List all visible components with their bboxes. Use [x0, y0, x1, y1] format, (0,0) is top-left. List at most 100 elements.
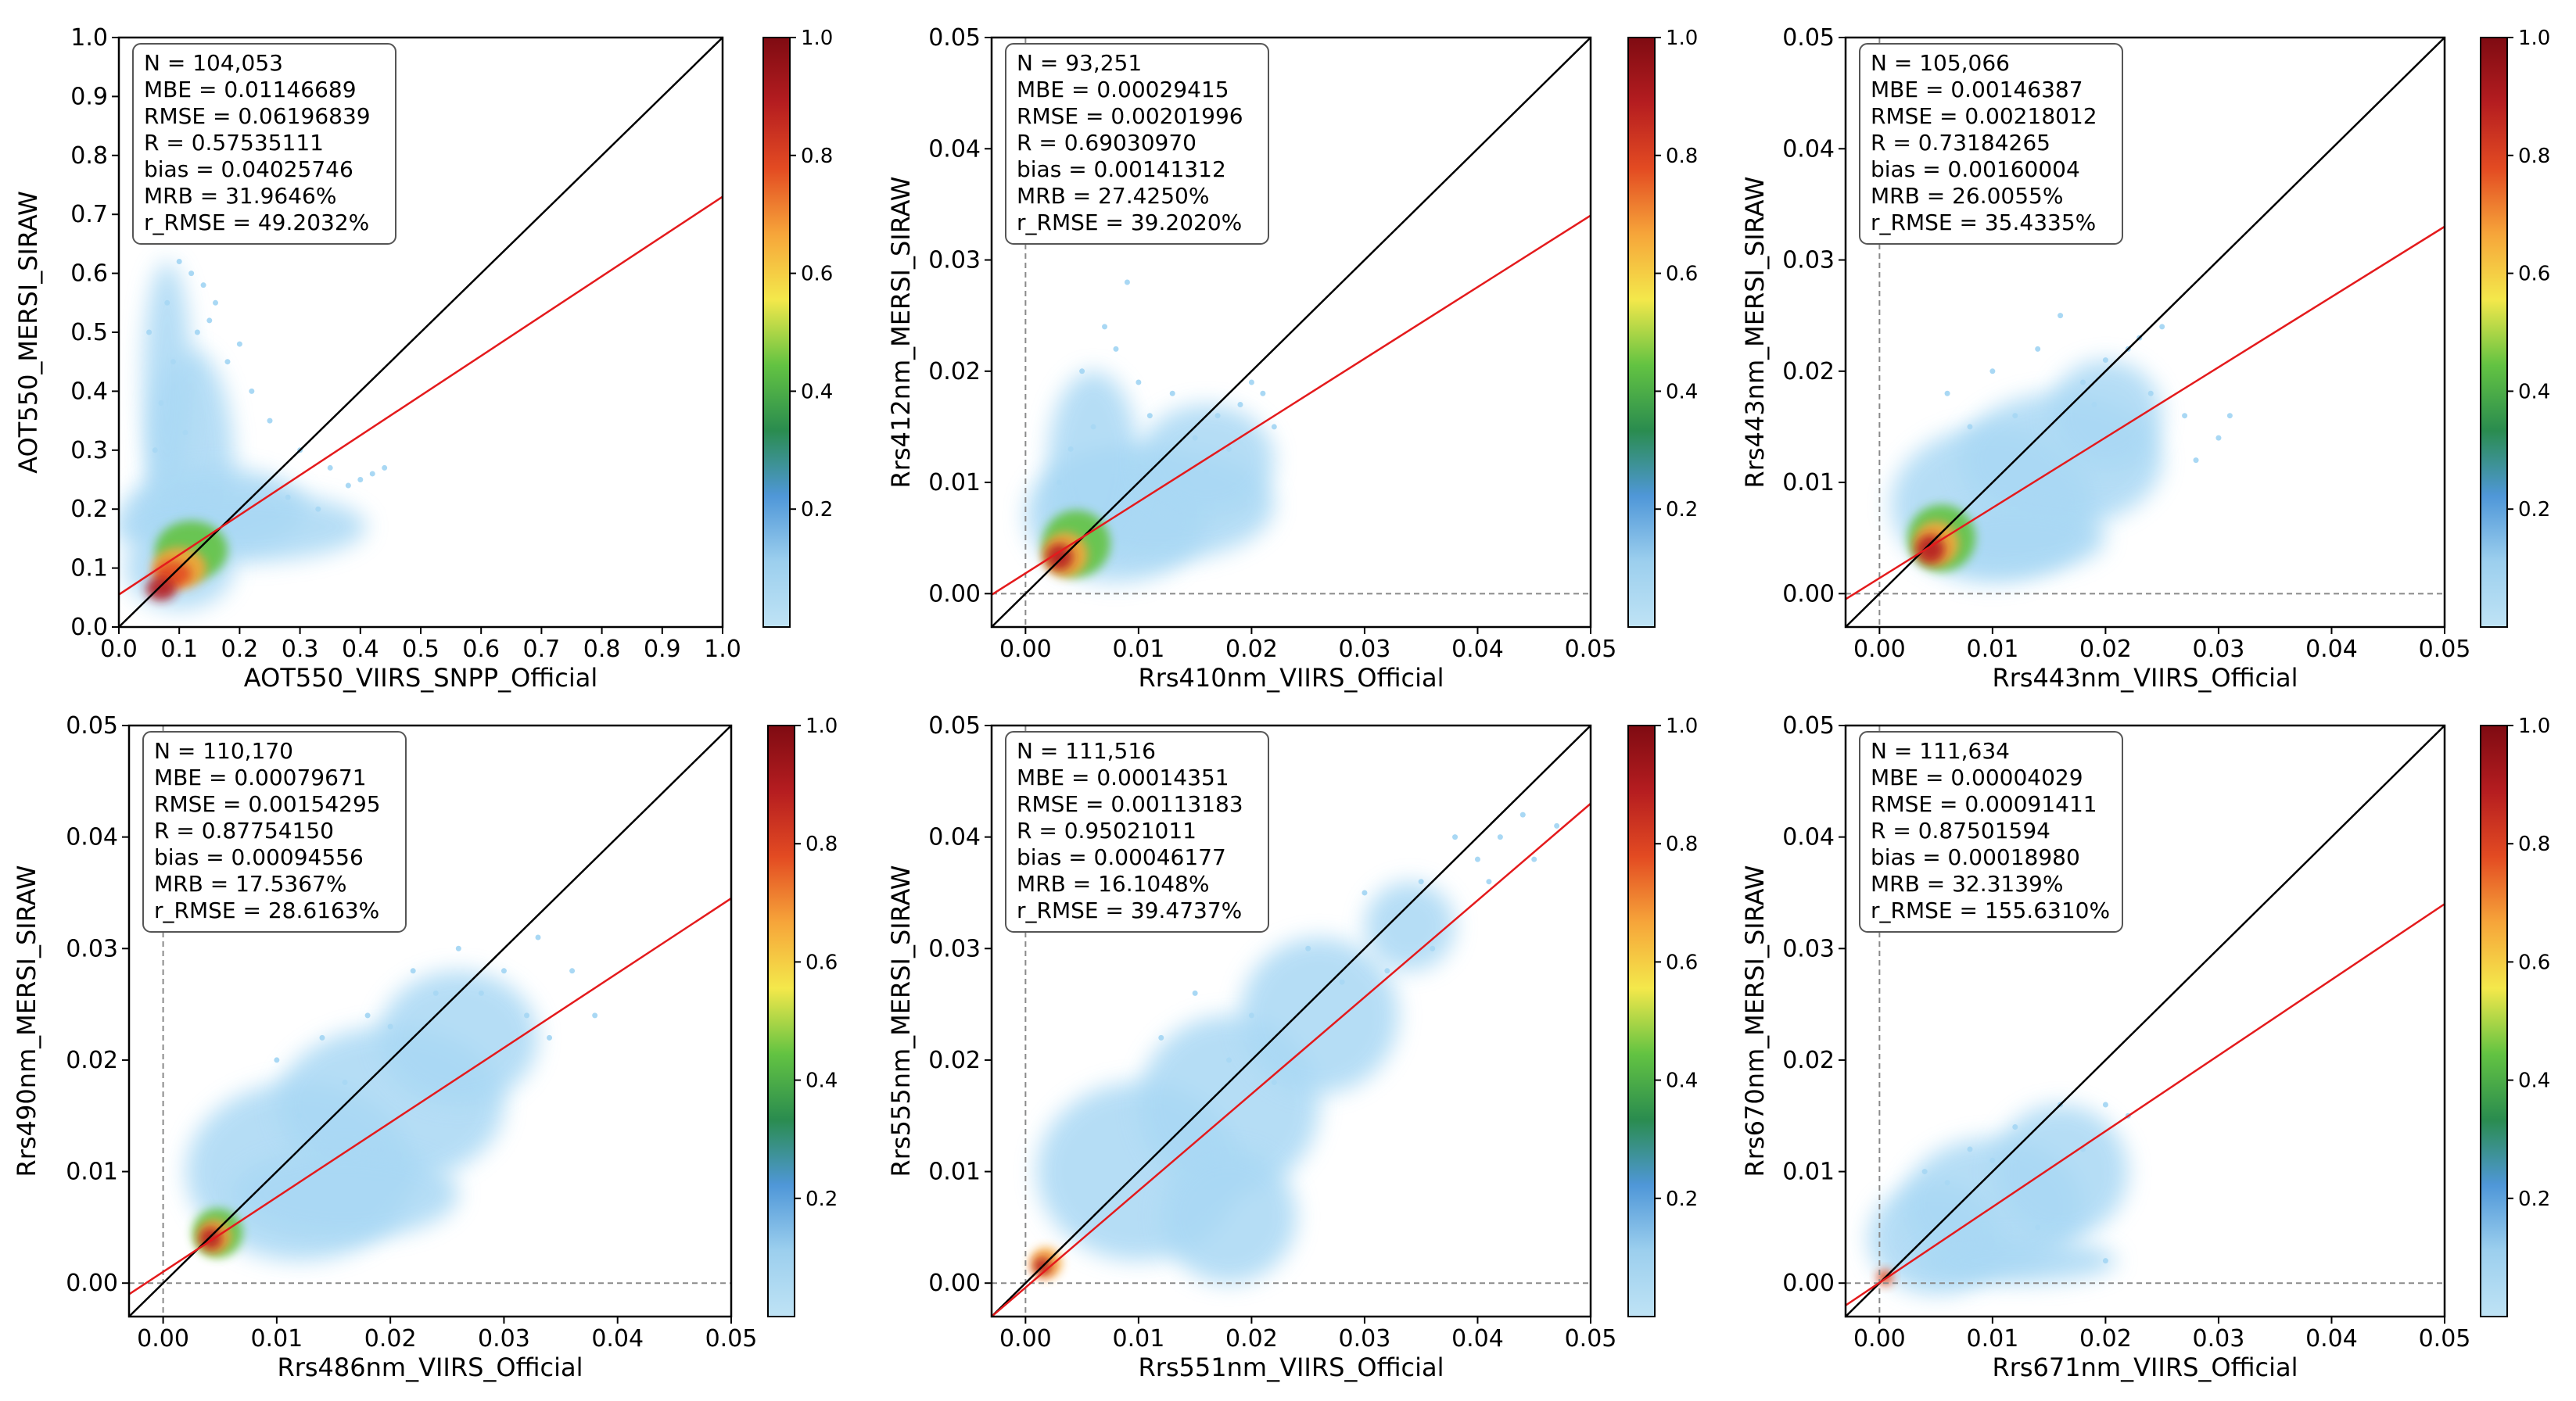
plot-area	[992, 726, 1591, 1317]
scatter-point	[2147, 390, 2154, 396]
stats-line: bias = 0.00160004	[1871, 156, 2080, 182]
x-tick-label: 0.04	[1451, 636, 1504, 663]
y-tick-label: 0.0	[70, 614, 108, 641]
x-tick-label: 0.8	[583, 636, 621, 663]
colorbar-tick-label: 0.2	[2518, 498, 2550, 521]
y-tick-label: 0.9	[70, 83, 108, 110]
y-axis-label: Rrs490nm_MERSI_SIRAW	[12, 865, 41, 1177]
scatter-point	[1497, 834, 1503, 840]
stats-box	[1005, 731, 1269, 933]
y-tick-label: 0.3	[70, 437, 108, 464]
density-cloud	[1138, 404, 1275, 516]
scatter-point	[1989, 1157, 1996, 1163]
x-tick-label: 0.9	[644, 636, 681, 663]
scatter-point	[1237, 401, 1243, 407]
stats-line: MRB = 26.0055%	[1871, 183, 2063, 209]
colorbar-tick-label: 0.2	[2518, 1188, 2550, 1211]
scatter-point	[1158, 1034, 1164, 1041]
stats-line: RMSE = 0.00154295	[154, 791, 381, 817]
stats-box	[1005, 43, 1269, 245]
x-tick-label: 0.05	[2419, 1325, 2471, 1353]
scatter-point	[1057, 479, 1063, 486]
regression-fit-line	[119, 195, 723, 596]
x-tick-label: 0.3	[282, 636, 319, 663]
scatter-point	[1192, 435, 1198, 441]
stats-line: r_RMSE = 35.4335%	[1871, 210, 2096, 235]
x-axis-label: Rrs443nm_VIIRS_Official	[1992, 663, 2298, 693]
colorbar	[2480, 37, 2508, 628]
x-tick-label: 1.0	[704, 636, 741, 663]
y-tick-label: 0.01	[66, 1159, 118, 1186]
scatter-point	[158, 400, 164, 406]
chart-panel-2: 0.00 0.01 0.02 0.03 0.04 0.05 0.00 0.01 0.02 0.03…	[886, 24, 1698, 693]
colorbar	[1627, 725, 1656, 1317]
y-tick-label: 1.0	[70, 24, 108, 52]
scatter-point	[1146, 413, 1153, 419]
stats-line: R = 0.57535111	[144, 130, 324, 156]
x-tick-label: 0.00	[999, 636, 1052, 663]
density-core	[145, 576, 177, 601]
y-tick-label: 0.03	[66, 935, 118, 962]
stats-line: bias = 0.00094556	[154, 844, 364, 870]
plot-frame	[127, 724, 733, 1318]
y-tick-label: 0.2	[70, 496, 108, 523]
scatter-point	[1921, 1169, 1928, 1175]
scatter-point	[1067, 446, 1074, 452]
y-axis-label: Rrs670nm_MERSI_SIRAW	[1740, 865, 1770, 1177]
x-axis-label: Rrs486nm_VIIRS_Official	[277, 1353, 583, 1382]
scatter-point	[2226, 413, 2233, 419]
plot-area	[129, 726, 731, 1317]
x-tick-label: 0.04	[591, 1325, 644, 1353]
y-tick-label: 0.7	[70, 201, 108, 228]
scatter-point	[1384, 968, 1390, 974]
scatter-point	[2159, 324, 2165, 330]
colorbar-tick-label: 0.2	[805, 1188, 838, 1211]
stats-line: R = 0.69030970	[1017, 130, 1197, 156]
colorbar-tick-label: 0.2	[1666, 498, 1698, 521]
x-tick-label: 0.00	[1853, 1325, 1906, 1353]
colorbar-tick-label: 0.8	[2518, 833, 2550, 856]
scatter-point	[1204, 468, 1210, 475]
scatter-point	[1944, 1180, 1950, 1186]
y-tick-label: 0.00	[66, 1270, 118, 1297]
density-cloud	[379, 970, 539, 1105]
scatter-point	[1271, 424, 1277, 430]
scatter-point	[455, 945, 461, 951]
colorbar-tick-label: 0.2	[801, 498, 833, 521]
scatter-point	[1554, 822, 1560, 829]
stats-line: MRB = 32.3139%	[1871, 871, 2063, 897]
scatter-point	[1260, 390, 1266, 396]
scatter-point	[592, 1012, 598, 1019]
x-tick-label: 0.05	[1565, 636, 1617, 663]
scatter-point	[2182, 413, 2188, 419]
scatter-point	[1430, 945, 1436, 951]
one-to-one-line	[1846, 38, 2445, 627]
scatter-point	[2102, 357, 2108, 364]
x-axis-label: Rrs671nm_VIIRS_Official	[1992, 1353, 2298, 1382]
y-tick-label: 0.04	[1782, 135, 1835, 163]
scatter-point	[2080, 379, 2086, 385]
one-to-one-line	[992, 38, 1591, 627]
scatter-point	[1418, 879, 1424, 885]
x-tick-label: 0.02	[2079, 1325, 2132, 1353]
scatter-point	[2012, 413, 2018, 419]
y-tick-label: 0.04	[928, 135, 981, 163]
scatter-point	[170, 359, 176, 365]
stats-line: N = 104,053	[144, 50, 283, 76]
scatter-point	[1944, 390, 1950, 396]
colorbar	[767, 725, 795, 1317]
stats-box	[132, 43, 396, 245]
density-cloud	[1992, 1104, 2129, 1239]
scatter-point	[182, 429, 188, 435]
x-tick-label: 0.04	[1451, 1325, 1504, 1353]
y-tick-label: 0.00	[928, 580, 981, 607]
stats-line: R = 0.87754150	[154, 818, 334, 844]
colorbar	[762, 37, 791, 628]
x-tick-label: 0.03	[478, 1325, 530, 1353]
stats-line: RMSE = 0.06196839	[144, 103, 371, 129]
stats-line: MBE = 0.00029415	[1017, 77, 1229, 102]
colorbar	[2480, 725, 2508, 1317]
stats-line: MRB = 16.1048%	[1017, 871, 1209, 897]
colorbar-tick-label: 0.4	[2518, 380, 2550, 403]
